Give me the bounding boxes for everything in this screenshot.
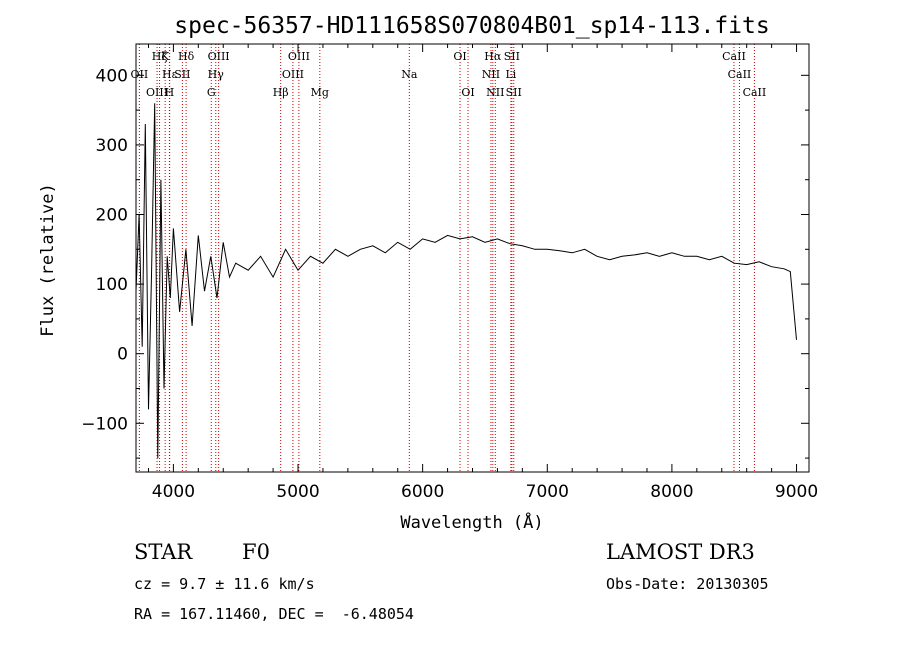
object-subclass: F0 bbox=[242, 540, 270, 564]
survey-name: LAMOST DR3 bbox=[606, 540, 755, 564]
line-label: Mg bbox=[311, 86, 329, 99]
line-label: H bbox=[165, 86, 175, 99]
line-label: OIII bbox=[288, 50, 310, 63]
line-label: CaII bbox=[722, 50, 746, 63]
line-label: Hδ bbox=[178, 50, 195, 63]
x-tick-label: 5000 bbox=[276, 482, 319, 502]
coordinates: RA = 167.11460, DEC = -6.48054 bbox=[134, 605, 414, 623]
object-class: STAR bbox=[134, 540, 193, 564]
x-axis-label: Wavelength (Å) bbox=[400, 511, 543, 533]
x-tick-label: 7000 bbox=[526, 482, 569, 502]
x-tick-label: 8000 bbox=[650, 482, 693, 502]
line-label: OI bbox=[453, 50, 466, 63]
line-label: SII bbox=[174, 68, 190, 81]
emission-line-markers bbox=[138, 44, 755, 472]
line-label: Hβ bbox=[273, 86, 289, 99]
line-label: K bbox=[161, 50, 170, 63]
line-label: OI bbox=[461, 86, 474, 99]
line-label: NII bbox=[482, 68, 500, 81]
line-label: OII bbox=[131, 68, 149, 81]
y-tick-label: −100 bbox=[81, 414, 128, 434]
x-tick-label: 6000 bbox=[401, 482, 444, 502]
line-label: Li bbox=[505, 68, 516, 81]
line-label: Hγ bbox=[208, 68, 225, 81]
y-axis-label: Flux (relative) bbox=[38, 183, 58, 337]
obs-date: Obs-Date: 20130305 bbox=[606, 575, 769, 593]
line-label: SII bbox=[504, 50, 520, 63]
x-tick-label: 4000 bbox=[152, 482, 195, 502]
line-label: CaII bbox=[743, 86, 767, 99]
line-label: G bbox=[207, 86, 216, 99]
redshift-readout: cz = 9.7 ± 11.6 km/s bbox=[134, 575, 315, 593]
x-axis-ticks: 4000 5000 6000 7000 8000 9000 bbox=[147, 44, 818, 502]
line-label: Hα bbox=[484, 50, 502, 63]
line-label: OIII bbox=[282, 68, 304, 81]
line-label: SII bbox=[506, 86, 522, 99]
line-label: NII bbox=[486, 86, 504, 99]
y-tick-label: 300 bbox=[96, 136, 128, 156]
chart-title: spec-56357-HD111658S070804B01_sp14-113.f… bbox=[174, 13, 769, 39]
y-axis-ticks: −100 0 100 200 300 400 bbox=[81, 66, 809, 459]
line-label: OIII bbox=[208, 50, 230, 63]
y-tick-label: 100 bbox=[96, 275, 128, 295]
line-label: OIII bbox=[146, 86, 168, 99]
line-label: Na bbox=[401, 68, 418, 81]
y-tick-label: 200 bbox=[96, 206, 128, 226]
spectrum-line bbox=[135, 103, 797, 459]
line-label: Hε bbox=[162, 68, 178, 81]
line-label: CaII bbox=[728, 68, 752, 81]
plot-frame bbox=[135, 43, 810, 473]
y-tick-label: 400 bbox=[96, 66, 128, 86]
x-tick-label: 9000 bbox=[775, 482, 818, 502]
line-label: Hζ bbox=[152, 50, 168, 63]
y-tick-label: 0 bbox=[117, 345, 128, 365]
